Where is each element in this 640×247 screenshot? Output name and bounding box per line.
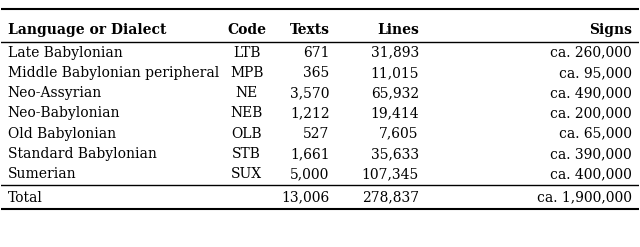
Text: Old Babylonian: Old Babylonian: [8, 127, 116, 141]
Text: ca. 95,000: ca. 95,000: [559, 66, 632, 80]
Text: 1,661: 1,661: [290, 147, 330, 161]
Text: Code: Code: [227, 23, 266, 37]
Text: STB: STB: [232, 147, 261, 161]
Text: Language or Dialect: Language or Dialect: [8, 23, 166, 37]
Text: 35,633: 35,633: [371, 147, 419, 161]
Text: Lines: Lines: [377, 23, 419, 37]
Text: 671: 671: [303, 46, 330, 60]
Text: Standard Babylonian: Standard Babylonian: [8, 147, 157, 161]
Text: ca. 260,000: ca. 260,000: [550, 46, 632, 60]
Text: 527: 527: [303, 127, 330, 141]
Text: 5,000: 5,000: [290, 167, 330, 181]
Text: Late Babylonian: Late Babylonian: [8, 46, 122, 60]
Text: 7,605: 7,605: [380, 127, 419, 141]
Text: 19,414: 19,414: [370, 106, 419, 121]
Text: ca. 390,000: ca. 390,000: [550, 147, 632, 161]
Text: 3,570: 3,570: [290, 86, 330, 100]
Text: Signs: Signs: [589, 23, 632, 37]
Text: 31,893: 31,893: [371, 46, 419, 60]
Text: Total: Total: [8, 191, 43, 205]
Text: 365: 365: [303, 66, 330, 80]
Text: ca. 200,000: ca. 200,000: [550, 106, 632, 121]
Text: ca. 400,000: ca. 400,000: [550, 167, 632, 181]
Text: MPB: MPB: [230, 66, 264, 80]
Text: Middle Babylonian peripheral: Middle Babylonian peripheral: [8, 66, 219, 80]
Text: 278,837: 278,837: [362, 191, 419, 205]
Text: Texts: Texts: [289, 23, 330, 37]
Text: 11,015: 11,015: [371, 66, 419, 80]
Text: NEB: NEB: [230, 106, 263, 121]
Text: SUX: SUX: [231, 167, 262, 181]
Text: ca. 1,900,000: ca. 1,900,000: [537, 191, 632, 205]
Text: Sumerian: Sumerian: [8, 167, 76, 181]
Text: 1,212: 1,212: [290, 106, 330, 121]
Text: 13,006: 13,006: [282, 191, 330, 205]
Text: NE: NE: [236, 86, 258, 100]
Text: 107,345: 107,345: [362, 167, 419, 181]
Text: 65,932: 65,932: [371, 86, 419, 100]
Text: ca. 65,000: ca. 65,000: [559, 127, 632, 141]
Text: Neo-Babylonian: Neo-Babylonian: [8, 106, 120, 121]
Text: ca. 490,000: ca. 490,000: [550, 86, 632, 100]
Text: OLB: OLB: [232, 127, 262, 141]
Text: LTB: LTB: [233, 46, 260, 60]
Text: Neo-Assyrian: Neo-Assyrian: [8, 86, 102, 100]
